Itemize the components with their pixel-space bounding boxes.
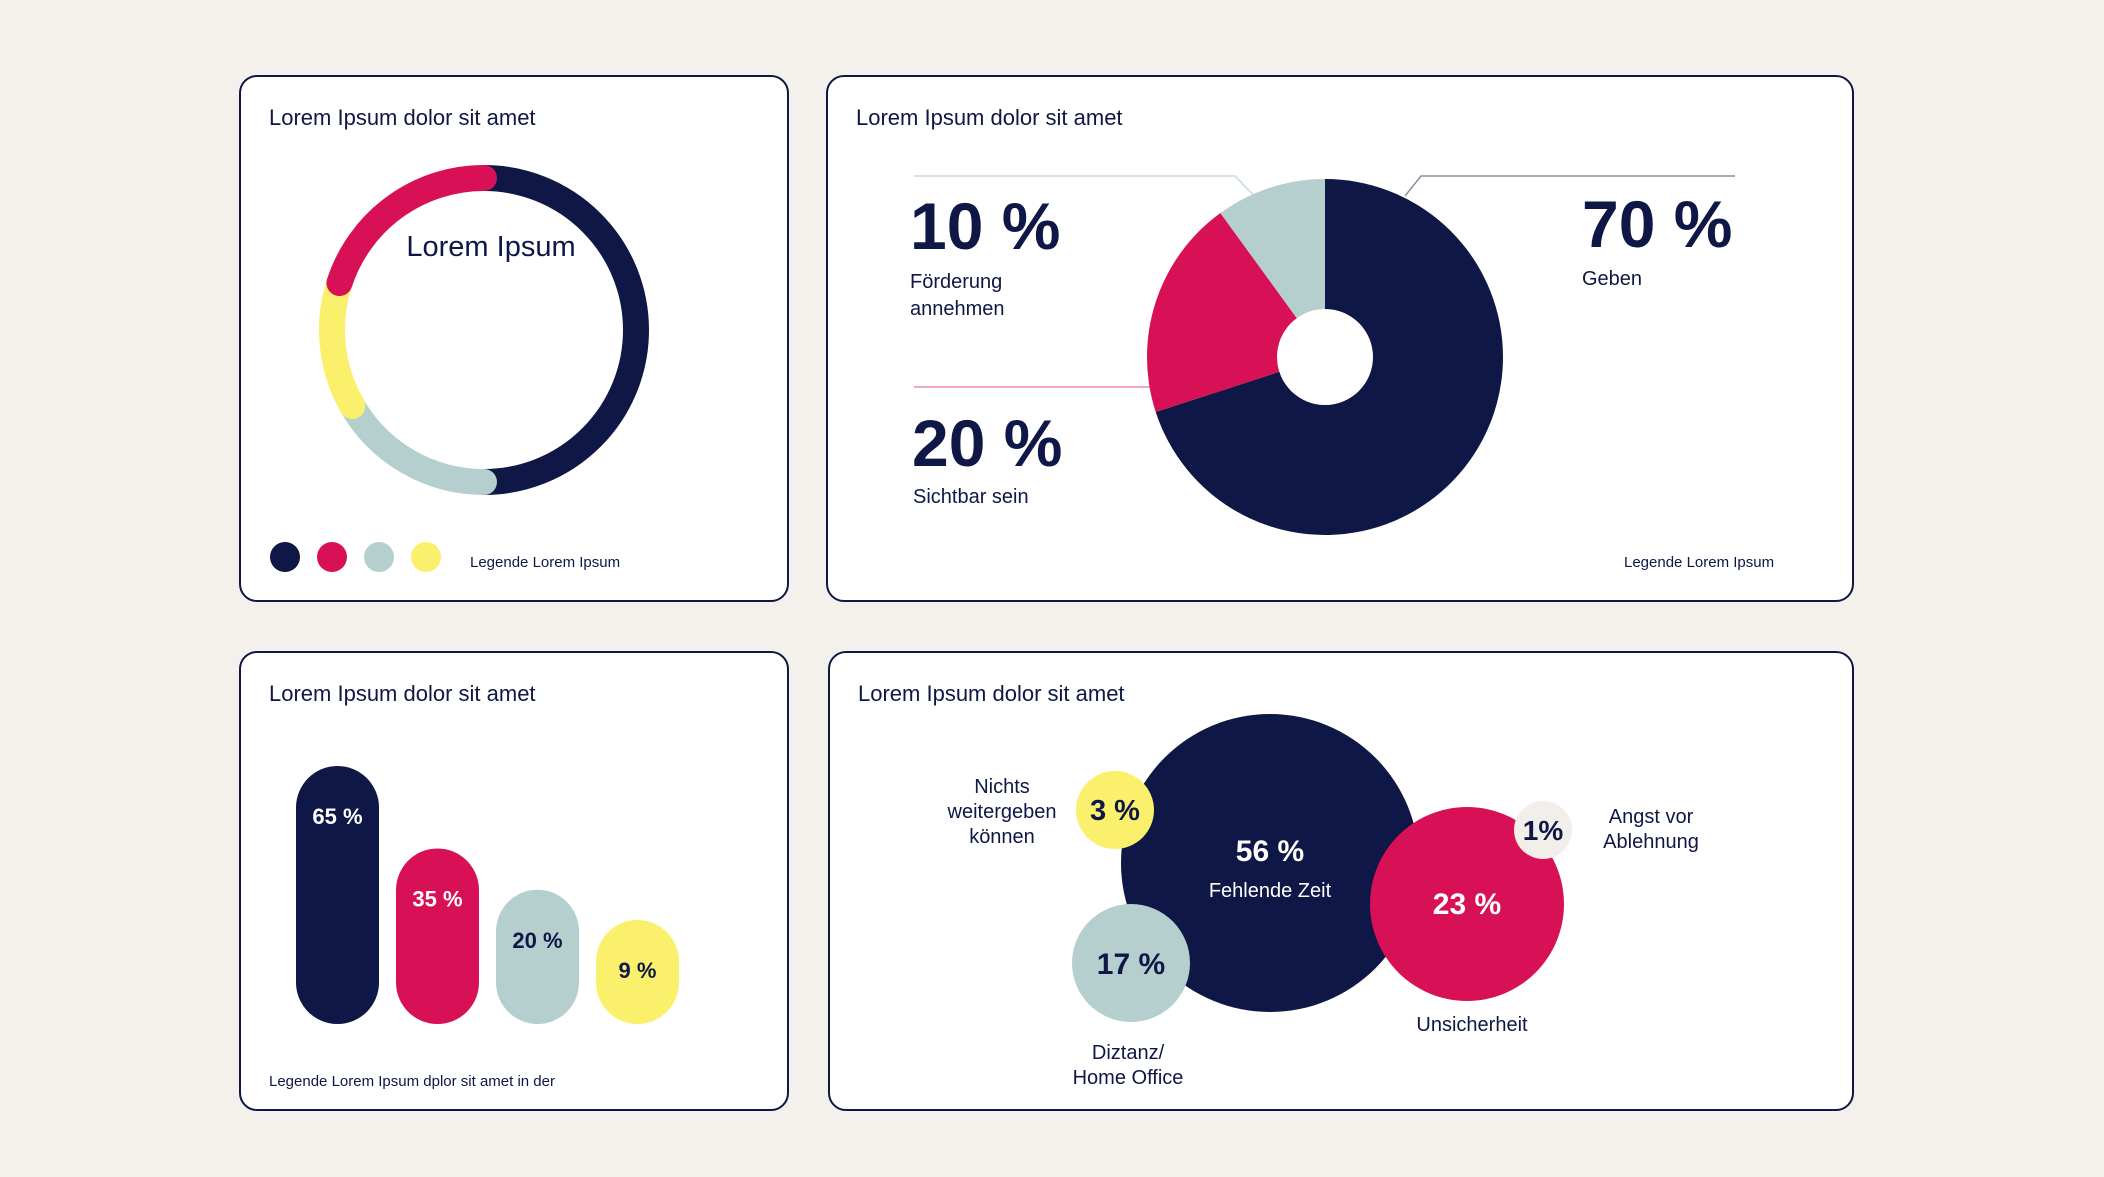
legend-dot-pink (317, 542, 347, 572)
bubble-caption-3-line1: Nichts (974, 776, 1030, 798)
bubble-chart-title: Lorem Ipsum dolor sit amet (858, 681, 1125, 706)
bar-9 (596, 920, 679, 1024)
ring-chart-title: Lorem Ipsum dolor sit amet (269, 105, 536, 130)
pie-center-hole (1277, 309, 1373, 405)
bubble-caption-1-line1: Angst vor (1609, 806, 1694, 828)
ring-chart: Lorem Ipsum Legende Lorem Ipsum (270, 165, 649, 572)
ring-segment-pink (326, 165, 497, 297)
bubble-label-3: 3 % (1090, 795, 1140, 827)
legend-dot-sage (364, 542, 394, 572)
bubble-56 (1121, 714, 1419, 1012)
bubble-label-1: 1% (1523, 815, 1564, 846)
bubble-chart-card: Lorem Ipsum dolor sit amet 56 % 23 % 17 % 3… (828, 651, 1854, 1111)
pie-label-70: Geben (1582, 268, 1642, 290)
pie-label-20: Sichtbar sein (913, 486, 1029, 508)
bubble-caption-56: Fehlende Zeit (1209, 880, 1332, 902)
bubble-23 (1370, 807, 1564, 1001)
ring-segment-sage (339, 393, 497, 495)
ring-legend-text: Legende Lorem Ipsum (470, 554, 620, 571)
bubble-17 (1072, 904, 1190, 1022)
bubble-label-17: 17 % (1097, 948, 1165, 981)
bar-chart: 65 % 35 % 20 % 9 % Legende Lorem Ipsum dplo… (269, 766, 679, 1090)
bar-label-65: 65 % (312, 804, 362, 829)
pie-label-10-line2: annehmen (910, 298, 1005, 320)
pie-label-10-line1: Förderung (910, 271, 1002, 293)
pie-slice-10 (1220, 179, 1325, 357)
bubble-caption-17-line2: Home Office (1073, 1067, 1184, 1089)
pie-chart-title: Lorem Ipsum dolor sit amet (856, 105, 1123, 130)
bubble-3 (1076, 771, 1154, 849)
pie-label-value-10: 10 % (910, 189, 1060, 263)
legend-dot-yellow (411, 542, 441, 572)
pie-label-value-20: 20 % (912, 406, 1062, 480)
legend-dot-navy (270, 542, 300, 572)
bar-65 (296, 766, 379, 1024)
pie-label-value-70: 70 % (1582, 187, 1732, 261)
bar-chart-title: Lorem Ipsum dolor sit amet (269, 681, 536, 706)
bubble-caption-3-line2: weitergeben (947, 801, 1057, 823)
pie-legend-text: Legende Lorem Ipsum (1624, 554, 1774, 571)
bar-35 (396, 848, 479, 1024)
ring-center-label: Lorem Ipsum (406, 231, 575, 263)
pie-chart-card: Lorem Ipsum dolor sit amet 10 % Förderun… (826, 75, 1854, 602)
pie-chart: 10 % Förderung annehmen 20 % Sichtbar se… (910, 175, 1774, 571)
bubble-caption-17-line1: Diztanz/ (1092, 1042, 1165, 1064)
bar-legend-text: Legende Lorem Ipsum dplor sit amet in de… (269, 1073, 555, 1090)
bar-label-9: 9 % (619, 958, 657, 983)
bubble-label-56: 56 % (1236, 835, 1304, 868)
bar-20 (496, 889, 579, 1024)
bubble-caption-23: Unsicherheit (1416, 1014, 1528, 1036)
ring-segment-navy (471, 165, 649, 495)
ring-segment-yellow (319, 270, 366, 419)
bar-chart-card: Lorem Ipsum dolor sit amet 65 % 35 % 20 % 9… (239, 651, 789, 1111)
bubble-caption-3-line3: können (969, 826, 1035, 848)
bubble-chart: 56 % 23 % 17 % 3 % 1% Fehlende Zeit Unsicherhe… (947, 714, 1699, 1089)
bubble-label-23: 23 % (1433, 888, 1501, 921)
leader-line-70 (1404, 175, 1735, 197)
ring-chart-card: Lorem Ipsum dolor sit amet Lorem Ipsum L… (239, 75, 789, 602)
bubble-1 (1514, 801, 1572, 859)
bar-label-20: 20 % (512, 928, 562, 953)
bar-label-35: 35 % (412, 887, 462, 912)
bubble-caption-1-line2: Ablehnung (1603, 831, 1699, 853)
